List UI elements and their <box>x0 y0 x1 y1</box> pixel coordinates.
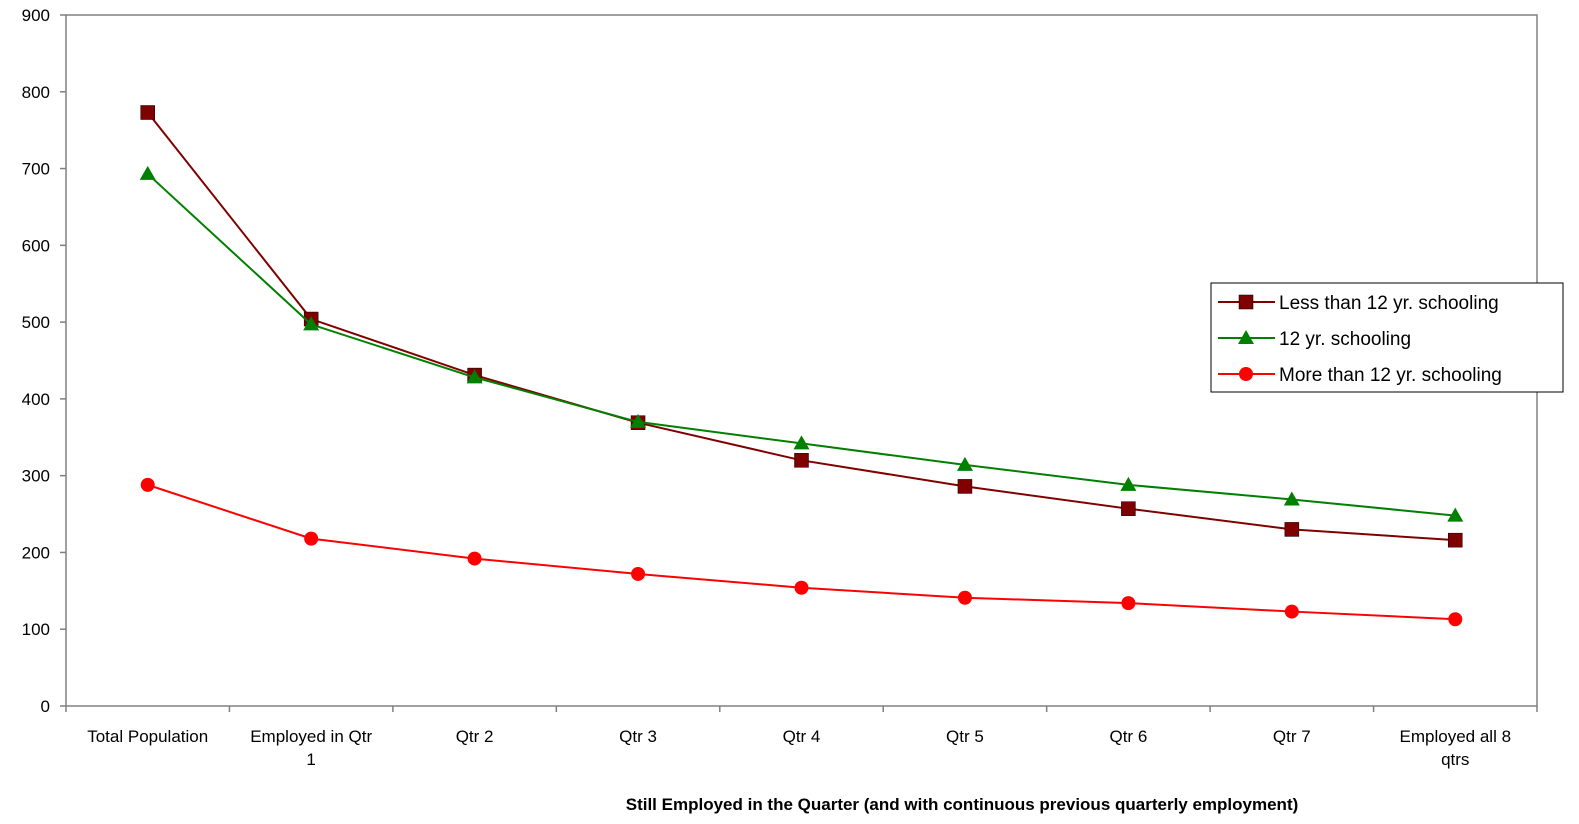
data-point <box>1284 604 1299 619</box>
data-point <box>794 580 809 595</box>
y-tick-label: 900 <box>22 6 50 25</box>
data-point <box>1284 522 1300 537</box>
data-point <box>794 453 809 468</box>
legend: Less than 12 yr. schooling 12 yr. schooli… <box>1210 282 1564 393</box>
x-tick-label: Total Population <box>87 727 208 746</box>
data-point <box>139 165 156 180</box>
data-point <box>140 477 155 492</box>
legend-label: Less than 12 yr. schooling <box>1279 293 1499 314</box>
data-point <box>956 456 973 471</box>
legend-label: More than 12 yr. schooling <box>1279 365 1502 386</box>
x-tick-label: Qtr 5 <box>946 727 984 746</box>
data-point <box>1283 491 1300 506</box>
x-tick-label-line: Qtr 6 <box>1109 727 1147 746</box>
data-point <box>1120 476 1137 491</box>
series-1 <box>140 105 1463 548</box>
data-point <box>304 531 319 546</box>
legend-label: 12 yr. schooling <box>1279 329 1411 350</box>
x-tick-label-line: Employed all 8 <box>1400 727 1512 746</box>
legend-marker <box>1239 367 1253 381</box>
data-point <box>630 413 647 428</box>
legend-marker <box>1238 294 1254 310</box>
data-point <box>467 551 482 566</box>
x-tick-label-line: Qtr 3 <box>619 727 657 746</box>
data-point <box>957 479 973 494</box>
x-tick-label: Qtr 2 <box>456 727 494 746</box>
series-2 <box>139 165 1464 522</box>
x-tick-label-line: Qtr 4 <box>783 727 821 746</box>
data-point <box>466 369 483 384</box>
x-tick-label: Employed in Qtr 1 <box>250 727 372 769</box>
data-point <box>1448 612 1463 627</box>
data-point <box>1447 507 1464 522</box>
data-point <box>140 105 155 120</box>
data-point <box>303 316 320 331</box>
data-point <box>1121 596 1136 611</box>
y-tick-label: 600 <box>22 236 50 255</box>
x-tick-label-line: Qtr 2 <box>456 727 494 746</box>
x-tick-label: Qtr 4 <box>783 727 821 746</box>
series-3 <box>140 477 1463 627</box>
legend-entry: Less than 12 yr. schooling <box>1218 293 1499 314</box>
data-point <box>631 566 646 581</box>
series-layer <box>139 105 1464 627</box>
x-tick-label-line: 1 <box>306 750 315 769</box>
y-tick-label: 300 <box>22 467 50 486</box>
x-tick-label: Employed all 8 qtrs <box>1400 727 1512 769</box>
y-tick-label: 500 <box>22 313 50 332</box>
y-tick-label: 0 <box>41 697 50 716</box>
x-tick-label-line: qtrs <box>1441 750 1469 769</box>
data-point <box>1121 501 1136 516</box>
data-point <box>1448 532 1463 548</box>
legend-marker <box>1238 330 1254 344</box>
x-tick-label: Qtr 6 <box>1109 727 1147 746</box>
data-point <box>957 590 972 605</box>
y-tick-label: 400 <box>22 390 50 409</box>
y-tick-label: 700 <box>22 160 50 179</box>
x-axis-title: Still Employed in the Quarter (and with … <box>626 795 1299 814</box>
legend-entry: More than 12 yr. schooling <box>1218 365 1502 386</box>
legend-entry: 12 yr. schooling <box>1218 329 1411 350</box>
x-tick-label-line: Employed in Qtr <box>250 727 372 746</box>
y-axis: 0 100 200 300 400 500 600 700 800 900 <box>22 6 66 716</box>
x-tick-label-line: Qtr 5 <box>946 727 984 746</box>
y-tick-label: 800 <box>22 83 50 102</box>
data-point <box>793 435 810 450</box>
x-tick-label-line: Total Population <box>87 727 208 746</box>
x-tick-label-line: Qtr 7 <box>1273 727 1311 746</box>
y-tick-label: 200 <box>22 543 50 562</box>
x-axis: Total Population Employed in Qtr 1 Qtr 2 Qtr… <box>65 706 1538 769</box>
y-tick-label: 100 <box>22 620 50 639</box>
x-tick-label: Qtr 7 <box>1273 727 1311 746</box>
x-tick-label: Qtr 3 <box>619 727 657 746</box>
